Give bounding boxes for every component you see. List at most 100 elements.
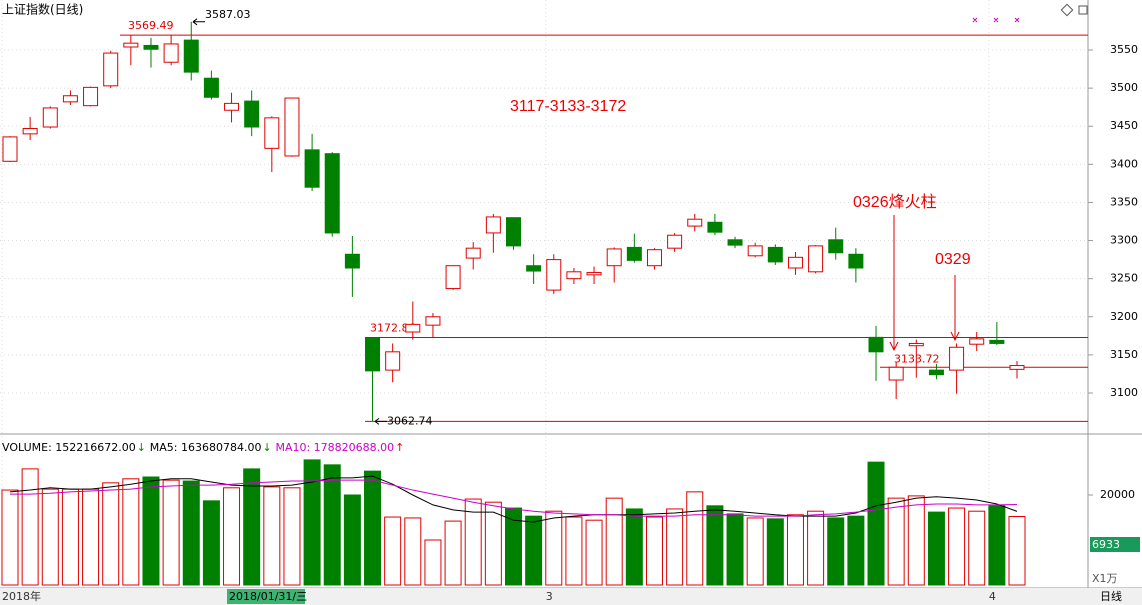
volume-bar [263,486,281,586]
volume-bar [686,491,704,586]
volume-bar [303,459,321,586]
volume-bar [182,480,200,586]
candle-body [928,369,944,376]
volume-bar [565,516,583,586]
candle-body [566,271,582,280]
candle-body [747,245,763,257]
volume-bar [424,539,442,586]
volume-bar [21,468,39,586]
x-tick-label: 4 [989,590,996,603]
volume-bar [102,482,120,586]
volume-bar [645,516,663,586]
candle-body [163,43,179,63]
volume-bar [404,517,422,586]
cursor-value: 6933 [1092,538,1120,551]
volume-bar [948,507,966,586]
candle-body [103,52,119,87]
volume-bar [887,497,905,586]
candle-body [304,149,320,188]
candle-body [546,259,562,291]
y-tick-label: 3250 [1110,272,1138,285]
candle-body [485,216,501,234]
candle-body [203,77,219,98]
y-tick-label: 3100 [1110,386,1138,399]
volume-bar [545,510,563,586]
candle-body [405,323,421,333]
label-arrow [374,417,387,425]
price-label: 3569.49 [128,19,174,32]
volume-bar [968,510,986,586]
volume-bar [1008,516,1026,586]
volume-bar [505,507,522,586]
candle-body [284,97,300,157]
note: 0329 [935,251,971,268]
candle-body [425,316,441,326]
volume-bar [706,505,724,586]
volume-bar [384,516,402,586]
candle-body [83,86,99,107]
volume-bar [766,518,784,586]
candle-body [264,117,280,149]
price-label: 3172.86 [370,321,416,334]
candle-body [767,246,783,263]
candle-body [626,246,642,261]
volume-bar [41,488,59,586]
cursor-date-box [227,589,305,604]
cursor-value-box [1090,537,1140,552]
annotation-arrows [889,215,960,352]
candle-body [365,337,381,372]
volume-bar [142,476,160,586]
icon-diamond[interactable] [1060,3,1074,17]
y-tick-label: 3400 [1110,157,1138,170]
volume-bar [746,517,764,586]
volume-bar [827,517,845,586]
volume-bar [122,478,140,586]
ma-line [9,475,1018,523]
y-tick-label: 3500 [1110,81,1138,94]
price-label: 3062.74 [387,414,433,427]
label-arrow [192,18,205,26]
y-tick-label: 3350 [1110,195,1138,208]
period-label: 日线 [1100,589,1122,603]
y-tick-label: 3200 [1110,310,1138,323]
volume-bar [605,497,623,586]
y-tick-label: 3550 [1110,43,1138,56]
candle-body [707,221,723,233]
legend-entry: MA5: 163680784.00 [150,441,262,454]
volume-bar [444,520,462,586]
volume-bar [525,515,543,586]
volume-bar [988,505,1006,586]
candle-body [385,351,401,371]
candle-body [1009,365,1025,370]
arrow [950,275,960,342]
volume-bar [283,487,301,586]
candle-body [324,153,340,234]
close-icons [972,17,1020,23]
icon-x[interactable] [972,17,1020,23]
candle-body [828,239,844,254]
candle-body [123,42,139,48]
legend-trend: ↓ [137,441,146,454]
volume-bar [1,489,19,586]
unit-label: X1万 [1092,572,1118,585]
time-axis-bg [0,588,1142,605]
candle-body [868,336,884,353]
legend-entry: MA10: 178820688.00 [275,441,394,454]
candle-body [344,253,360,269]
candle-body [808,245,824,273]
volume-bar [625,508,643,586]
icon-square[interactable] [1078,5,1088,15]
candle-body [183,39,199,73]
volume-bar [464,498,482,586]
y-tick-label: 20000 [1100,488,1135,501]
volume-bar [867,461,885,586]
volume-bar [907,495,925,586]
volume-bar [807,510,825,586]
volume-bar [323,464,341,586]
volume-bar [726,513,744,586]
y-tick-label: 3450 [1110,119,1138,132]
x-tick-label: 2018年 [2,589,41,603]
volume-bar [343,494,361,586]
volume-bar [484,501,502,586]
